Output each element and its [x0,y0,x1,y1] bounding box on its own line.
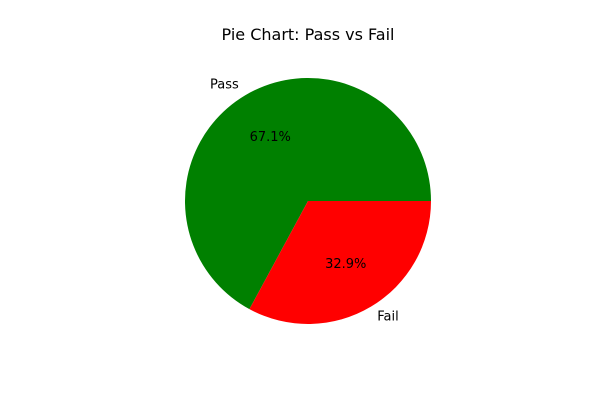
pie-slice-fail [249,201,431,324]
slice-percent-pass: 67.1% [250,130,291,145]
slice-label-fail: Fail [377,310,398,325]
slice-percent-fail: 32.9% [325,257,366,272]
chart-title: Pie Chart: Pass vs Fail [222,25,395,44]
pie-slices [184,77,431,324]
pie-labels: Pass 67.1% Fail 32.9% [210,77,399,324]
slice-label-pass: Pass [210,77,239,92]
pie-slice-pass [184,77,431,310]
